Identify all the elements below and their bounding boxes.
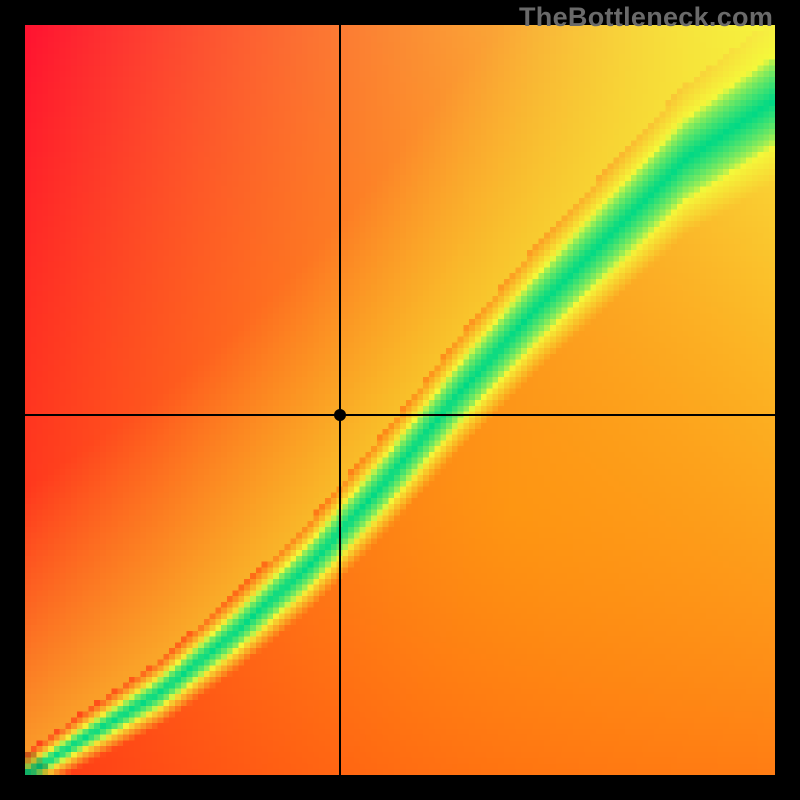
crosshair-horizontal <box>25 414 775 416</box>
crosshair-vertical <box>339 25 341 775</box>
bottleneck-heatmap <box>25 25 775 775</box>
crosshair-marker <box>334 409 346 421</box>
watermark-text: TheBottleneck.com <box>519 2 773 33</box>
